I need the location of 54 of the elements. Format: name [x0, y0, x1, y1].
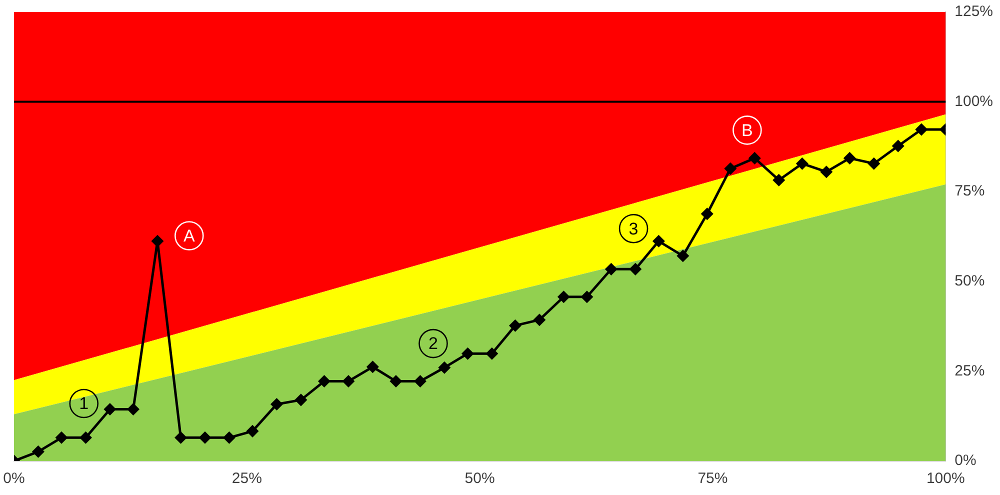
point: [152, 235, 164, 247]
point: [438, 362, 450, 374]
x-tick-label: 50%: [464, 470, 495, 488]
point: [128, 404, 139, 416]
point: [462, 348, 474, 360]
point: [32, 446, 44, 458]
point: [318, 376, 330, 388]
annotation: 1: [79, 394, 89, 414]
point: [486, 348, 498, 360]
point: [581, 291, 593, 303]
point: [558, 291, 570, 303]
point: [820, 166, 832, 178]
x-tick-label: 0%: [3, 470, 25, 488]
point: [630, 263, 642, 275]
point: [677, 250, 689, 262]
point: [295, 394, 307, 406]
point: [868, 158, 880, 170]
point: [844, 152, 856, 164]
y-tick-label: 125%: [954, 3, 994, 20]
point: [56, 432, 68, 444]
point: [796, 158, 808, 170]
x-tick-label: 25%: [232, 470, 262, 488]
point: [748, 152, 760, 164]
y-tick-label: 0%: [954, 452, 976, 470]
y-tick-label: 50%: [954, 272, 985, 290]
point: [366, 361, 378, 373]
point: [223, 432, 235, 444]
point: [916, 124, 928, 136]
point: [509, 320, 521, 332]
point: [773, 174, 785, 186]
point: [534, 314, 546, 326]
point: [652, 235, 664, 247]
y-tick-label: 100%: [954, 92, 994, 110]
point: [892, 140, 904, 152]
point: [80, 432, 92, 444]
point: [199, 432, 211, 444]
annotation: A: [183, 226, 196, 246]
y-tick-label: 75%: [954, 182, 985, 200]
point: [342, 376, 354, 388]
y-tick-label: 25%: [954, 362, 985, 380]
annotation: 2: [428, 334, 438, 354]
x-tick-label: 100%: [926, 470, 965, 488]
x-tick-label: 75%: [698, 470, 728, 488]
point: [701, 208, 713, 220]
point: [724, 162, 736, 174]
point: [270, 398, 282, 410]
point: [414, 376, 426, 388]
annotation: 3: [628, 219, 638, 238]
point: [104, 404, 116, 416]
point: [605, 263, 617, 275]
point: [175, 432, 187, 444]
point: [246, 425, 258, 437]
annotation: B: [742, 120, 753, 140]
point: [390, 376, 402, 388]
